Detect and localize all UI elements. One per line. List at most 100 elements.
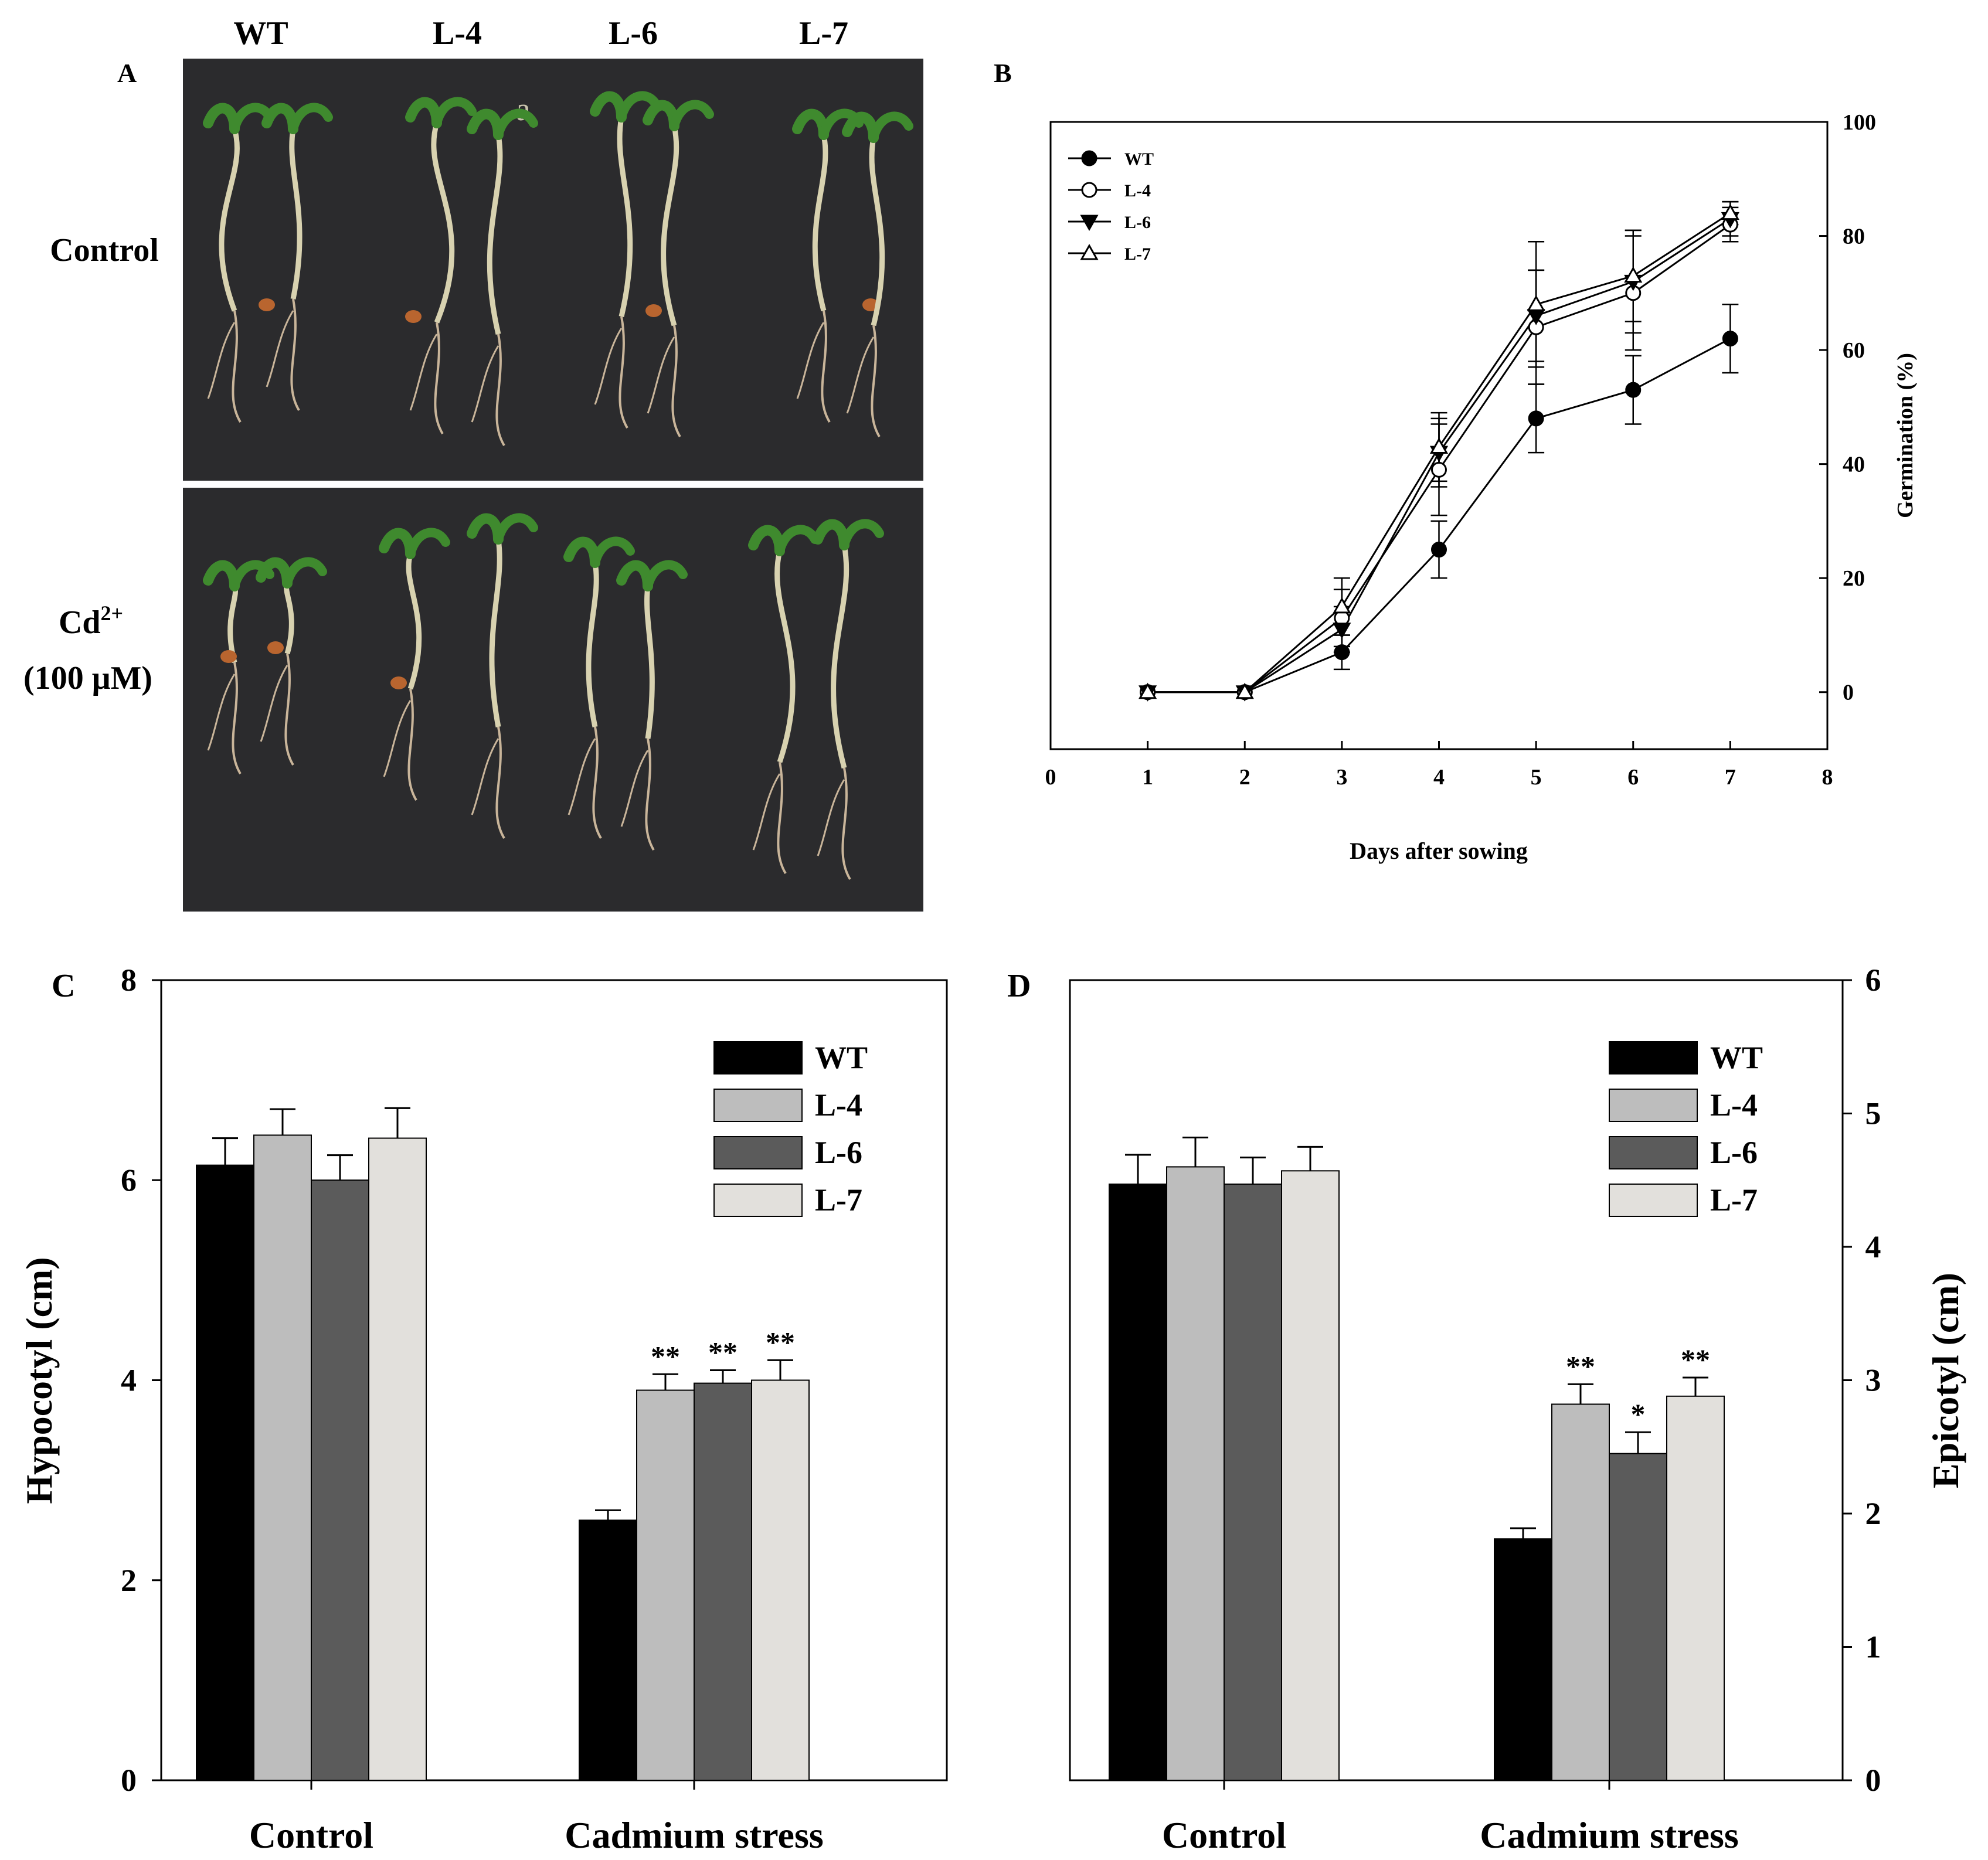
y-tick-label: 100 <box>1843 110 1876 135</box>
legend-label-wt: WT <box>1710 1040 1763 1075</box>
legend-label-wt: WT <box>815 1040 868 1075</box>
root <box>260 665 288 742</box>
legend-label-l-4: L-4 <box>815 1087 862 1123</box>
bar-wt-cadmium-stress <box>1494 1538 1552 1781</box>
y-tick-label: 5 <box>1865 1096 1881 1131</box>
bar-l-4-cadmium-stress <box>636 1389 695 1781</box>
point-wt <box>1722 331 1738 347</box>
hypocotyl <box>661 125 679 327</box>
root <box>290 298 300 412</box>
legend-swatch-l-6 <box>713 1136 803 1169</box>
y-tick-label: 8 <box>121 963 137 998</box>
photo-cadmium <box>183 488 923 912</box>
lane-label-wt: WT <box>233 15 288 52</box>
legend-label-l-6: L-6 <box>1124 213 1151 232</box>
seedling <box>616 560 688 851</box>
hypocotyl <box>431 122 455 324</box>
legend-label-l-7: L-7 <box>815 1182 862 1218</box>
chart-body: 0 2 4 6 8 Control Cadmium stress ** ** ** WT L-4 L-6… <box>121 963 868 1856</box>
seedling <box>405 97 477 435</box>
cotyledon <box>670 100 714 131</box>
hypocotyl <box>644 586 655 739</box>
data-points <box>1139 203 1739 702</box>
seedling <box>842 111 913 438</box>
root <box>620 750 649 827</box>
significance-label: ** <box>766 1325 795 1358</box>
hypocotyl <box>869 137 885 327</box>
legend-swatch-l-4 <box>1609 1089 1698 1122</box>
legend-marker-l-4 <box>1081 182 1097 198</box>
lane-label-l4: L-4 <box>433 15 482 52</box>
root <box>817 779 845 856</box>
cotyledon <box>775 525 820 556</box>
root <box>232 662 242 775</box>
y-tick-label: 60 <box>1843 338 1865 363</box>
root <box>232 310 242 423</box>
y-tick-label: 4 <box>121 1363 137 1398</box>
root <box>409 334 438 411</box>
legend-label-l-7: L-7 <box>1710 1182 1758 1218</box>
hypocotyl <box>831 545 849 769</box>
root <box>434 322 444 435</box>
y-tick-label: 0 <box>1843 681 1854 705</box>
seedling <box>590 91 662 429</box>
point-wt <box>1528 410 1544 427</box>
legend-swatch-l-7 <box>713 1184 803 1217</box>
x-tick-label: 5 <box>1531 765 1542 790</box>
x-axis-label: Days after sowing <box>1350 838 1528 864</box>
cotyledon <box>406 528 450 559</box>
bar-l-4-control <box>253 1134 312 1781</box>
cotyledon <box>288 103 333 134</box>
y-tick-label: 2 <box>121 1563 137 1598</box>
root <box>846 336 875 414</box>
row-label-cd: Cd2+ <box>59 601 123 641</box>
root <box>871 325 881 438</box>
root <box>841 767 851 880</box>
panel-a: A WT L-4 L-6 L-7 Control Cd2+ (100 μM) a <box>23 15 923 912</box>
bar-l-6-control <box>311 1179 369 1781</box>
point-l-7 <box>1721 203 1739 220</box>
root <box>647 336 675 414</box>
seedling <box>256 557 327 766</box>
root <box>796 322 825 399</box>
x-tick-label: 0 <box>1045 765 1056 790</box>
y-axis: 0 20 40 60 80 100 <box>1819 110 1876 705</box>
legend-label-wt: WT <box>1124 149 1154 169</box>
y-axis-label: Germination (%) <box>1893 353 1918 518</box>
x-tick-label: 2 <box>1239 765 1250 790</box>
legend-marker-l-6 <box>1080 215 1099 232</box>
bar-l-7-control <box>368 1137 427 1781</box>
hypocotyl <box>774 550 796 763</box>
bar-wt-control <box>1109 1184 1167 1781</box>
cotyledon <box>590 536 635 567</box>
significance-label: ** <box>1566 1349 1595 1382</box>
root <box>266 310 294 387</box>
root <box>671 325 681 438</box>
point-wt <box>1625 382 1642 398</box>
x-tick-label: 6 <box>1627 765 1639 790</box>
point-l-7 <box>1333 597 1351 614</box>
x-category-label-control: Control <box>1162 1814 1286 1856</box>
seed-coat <box>645 304 662 317</box>
seed-coat <box>405 310 422 323</box>
seedling <box>379 528 450 801</box>
significance-label: ** <box>651 1339 680 1372</box>
legend-label-l-7: L-7 <box>1124 244 1151 264</box>
root <box>821 310 831 423</box>
seed-coat <box>390 676 407 689</box>
root <box>471 738 499 815</box>
root <box>284 653 294 766</box>
legend-swatch-wt <box>713 1041 803 1074</box>
root <box>207 322 236 399</box>
seed-coat <box>259 298 275 311</box>
error-bars <box>1333 200 1739 671</box>
y-tick-label: 4 <box>1865 1229 1881 1264</box>
x-category-label-cadmium-stress: Cadmium stress <box>565 1814 824 1856</box>
point-l-7 <box>1235 682 1254 699</box>
lane-label-l7: L-7 <box>799 15 848 52</box>
x-tick-label: 3 <box>1336 765 1347 790</box>
bar-l-6-cadmium-stress <box>1609 1453 1667 1781</box>
bar-l-4-cadmium-stress <box>1551 1403 1610 1781</box>
